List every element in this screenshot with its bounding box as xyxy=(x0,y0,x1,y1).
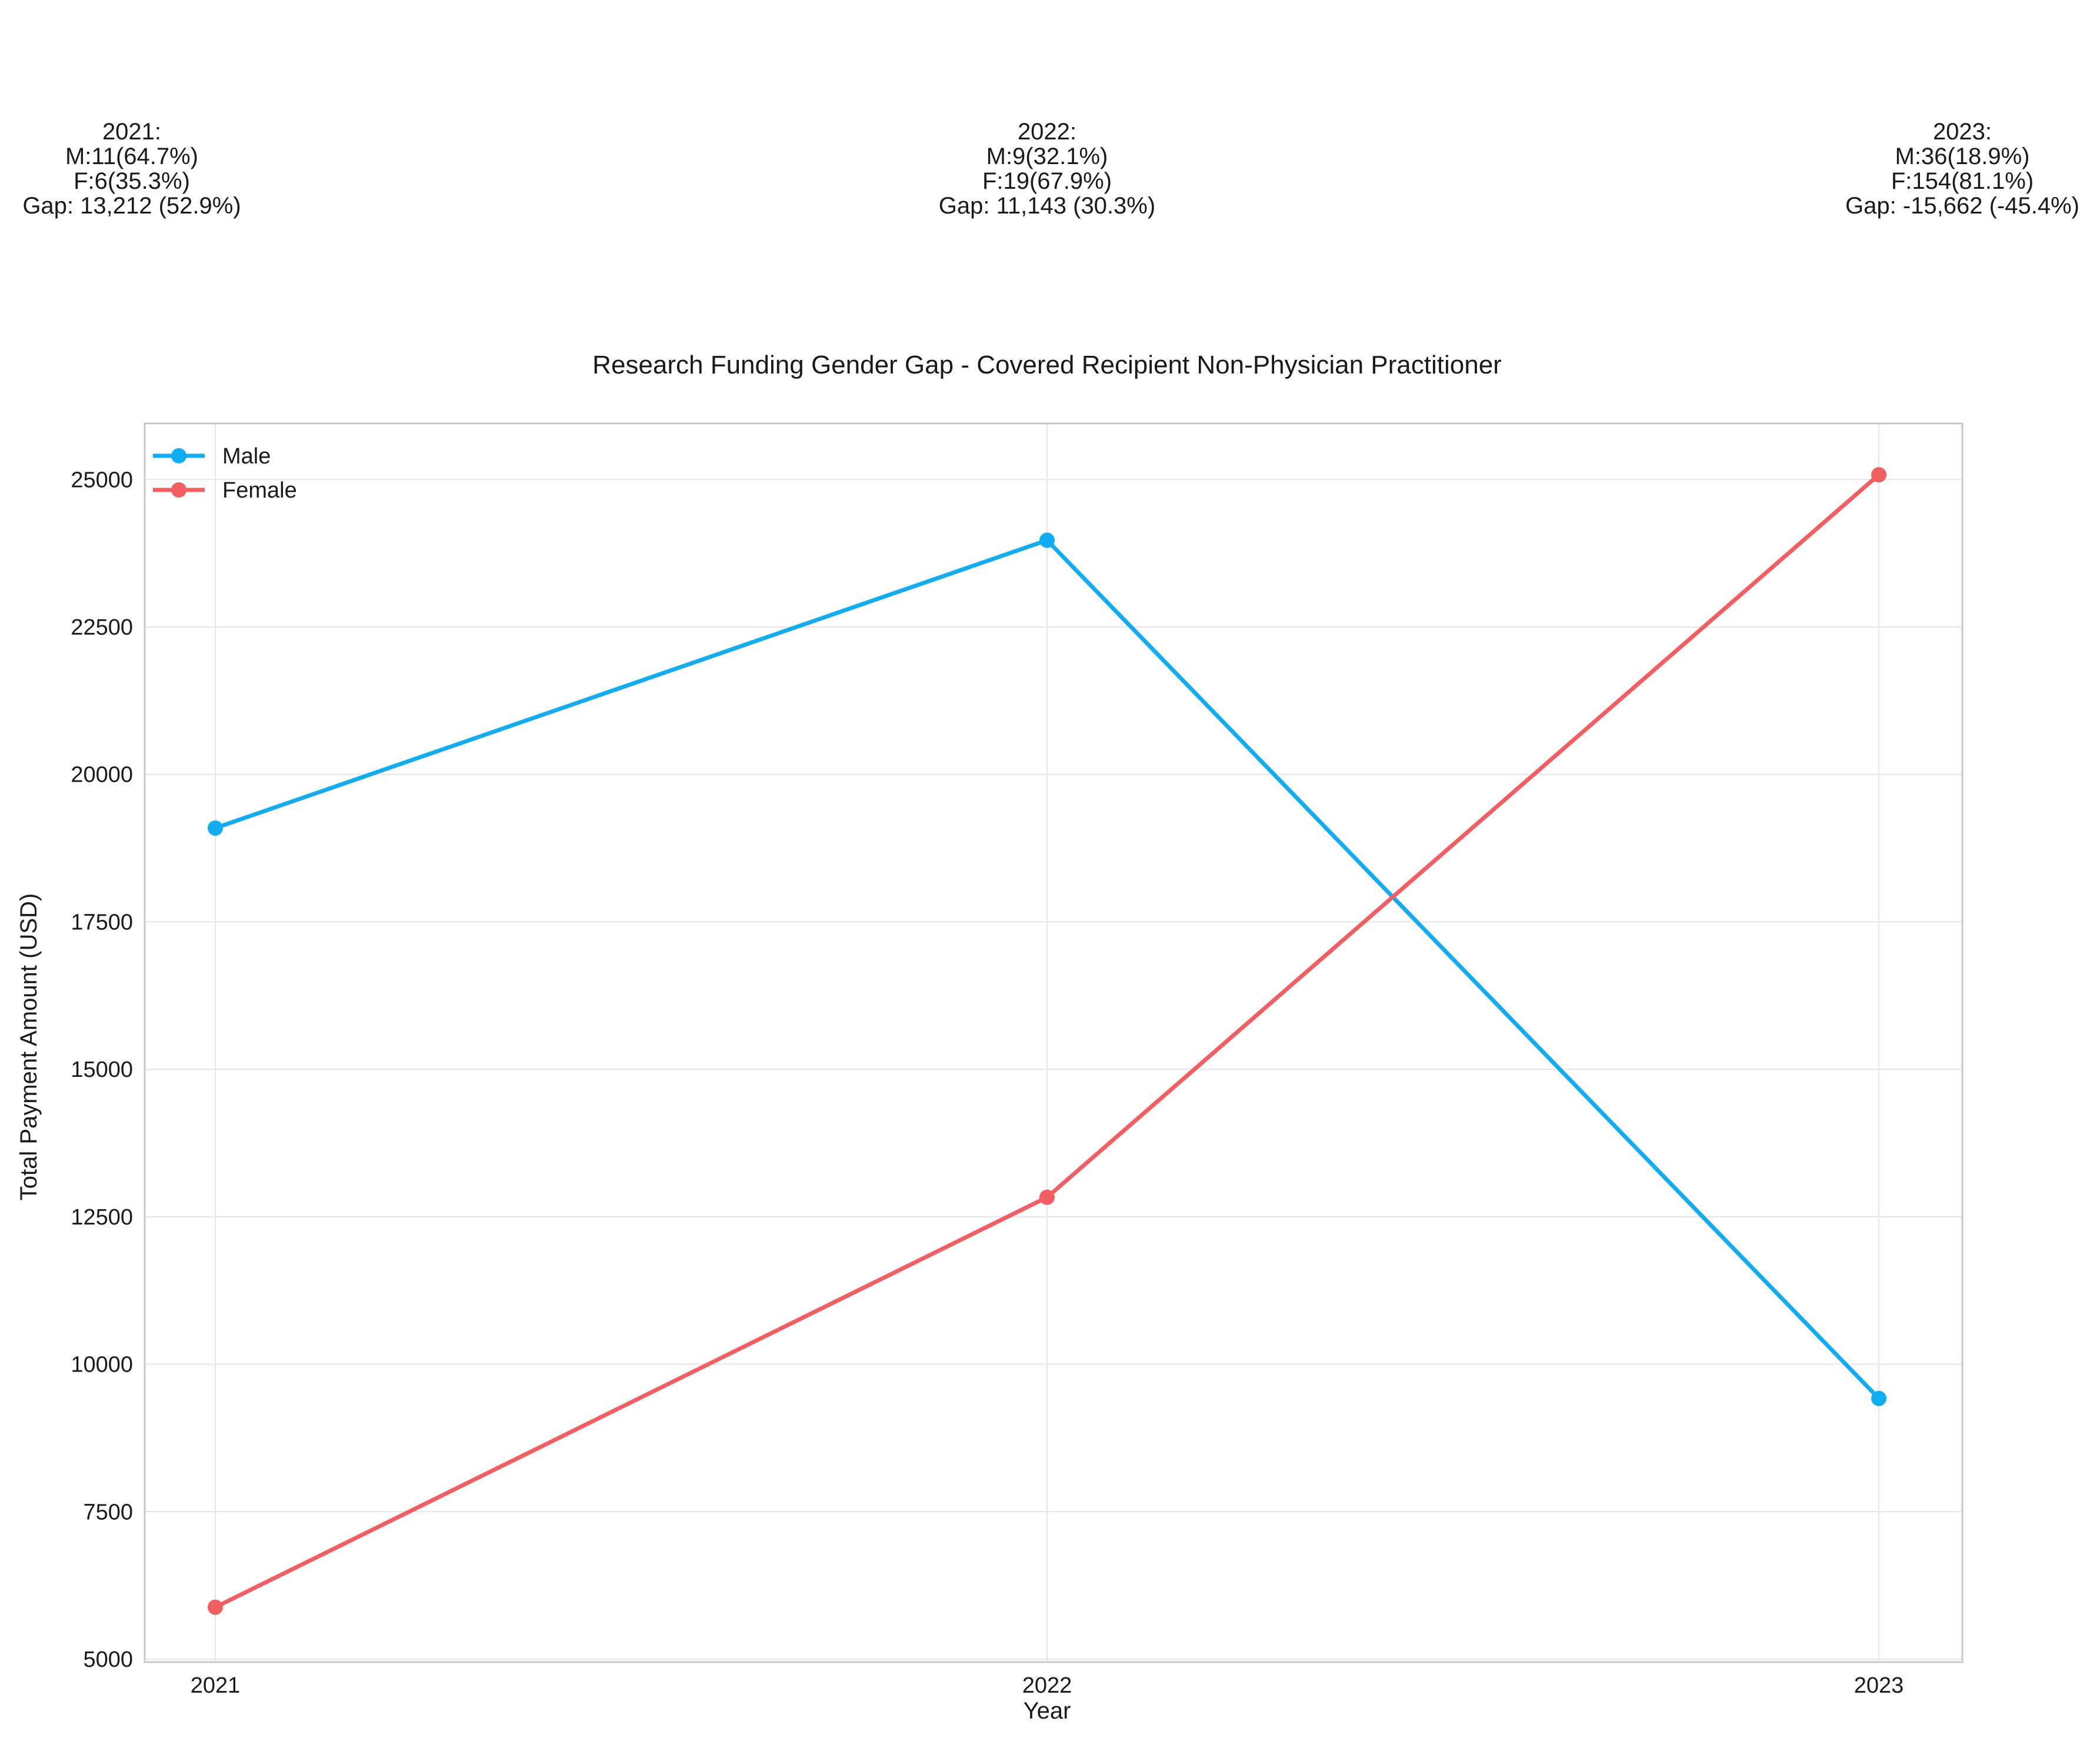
x-tick-label: 2022 xyxy=(1022,1673,1072,1698)
plot-frame xyxy=(144,422,1964,1663)
annotation-line: Gap: 11,143 (30.3%) xyxy=(939,193,1155,219)
annotation-line: M:9(32.1%) xyxy=(986,144,1108,169)
y-tick-label: 20000 xyxy=(71,763,133,788)
annotation-line: 2021: xyxy=(102,119,161,145)
annotation-line: M:36(18.9%) xyxy=(1895,144,2030,169)
legend-marker-female xyxy=(171,482,186,498)
grid-lines xyxy=(145,423,1962,1662)
series-points xyxy=(208,467,1886,1615)
annotation-line: F:6(35.3%) xyxy=(74,168,190,194)
year-annotations: 2021: M:11(64.7%) F:6(35.3%) Gap: 13,212 (5… xyxy=(22,119,2079,219)
annotation-line: 2022: xyxy=(1018,119,1076,145)
data-point-male xyxy=(1039,532,1055,548)
legend-label-male: Male xyxy=(222,444,271,469)
annotation-line: Gap: 13,212 (52.9%) xyxy=(22,193,241,219)
annotation-line: Gap: -15,662 (-45.4%) xyxy=(1845,193,2079,219)
annotation-2023: 2023: M:36(18.9%) F:154(81.1%) Gap: -15,662… xyxy=(1845,119,2079,219)
x-tick-label: 2023 xyxy=(1854,1673,1904,1698)
annotation-2021: 2021: M:11(64.7%) F:6(35.3%) Gap: 13,212 (5… xyxy=(22,119,241,219)
data-point-male xyxy=(1871,1390,1886,1406)
y-axis-label: Total Payment Amount (USD) xyxy=(16,893,42,1200)
annotation-line: F:19(67.9%) xyxy=(982,168,1112,194)
y-tick-label: 7500 xyxy=(83,1500,133,1524)
legend-marker-male xyxy=(171,448,186,463)
y-tick-label: 5000 xyxy=(83,1647,133,1672)
chart-title: Research Funding Gender Gap - Covered Re… xyxy=(592,351,1502,379)
y-tick-label: 17500 xyxy=(71,910,133,935)
plot-background xyxy=(145,423,1962,1662)
annotation-2022: 2022: M:9(32.1%) F:19(67.9%) Gap: 11,143 (3… xyxy=(939,119,1155,219)
y-tick-label: 12500 xyxy=(71,1205,133,1230)
y-tick-label: 22500 xyxy=(71,615,133,640)
data-point-female xyxy=(1039,1189,1055,1205)
data-point-male xyxy=(208,820,223,836)
annotation-line: F:154(81.1%) xyxy=(1891,168,2034,194)
annotation-line: 2023: xyxy=(1933,119,1992,145)
data-point-female xyxy=(1871,467,1886,483)
x-tick-label: 2021 xyxy=(191,1673,241,1698)
annotation-line: M:11(64.7%) xyxy=(65,144,198,169)
legend: Male Female xyxy=(153,444,297,503)
y-tick-label: 25000 xyxy=(71,468,133,492)
x-axis-ticks: 2021 2022 2023 xyxy=(191,1673,1904,1698)
y-axis-ticks: 5000 7500 10000 12500 15000 17500 20000 22500 25… xyxy=(71,468,133,1672)
data-point-female xyxy=(208,1599,223,1615)
legend-label-female: Female xyxy=(222,478,297,503)
plot-area xyxy=(144,422,1964,1663)
y-tick-label: 15000 xyxy=(71,1057,133,1082)
x-axis-label: Year xyxy=(1024,1698,1071,1724)
y-tick-label: 10000 xyxy=(71,1353,133,1377)
